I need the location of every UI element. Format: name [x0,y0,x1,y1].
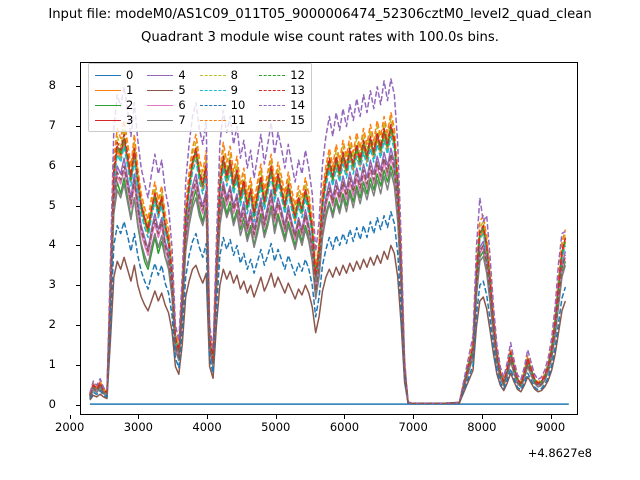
legend-label: 6 [178,98,186,112]
legend-line-swatch [147,89,174,91]
x-tick-mark [550,415,552,419]
series-line-4 [89,147,567,405]
legend-item-1[interactable]: 1 [95,83,133,97]
legend-line-swatch [199,89,226,91]
y-tick-label: 4 [48,237,56,252]
legend-item-6[interactable]: 6 [147,98,186,112]
y-tick-label: 1 [48,357,56,372]
legend-line-swatch [147,104,174,106]
x-tick-mark [481,415,483,419]
series-line-10 [89,210,567,405]
x-tick-mark [344,415,346,419]
legend-item-3[interactable]: 3 [95,113,133,127]
legend-line-swatch [147,119,174,121]
legend-item-7[interactable]: 7 [147,113,186,127]
legend-item-4[interactable]: 4 [147,68,186,82]
y-tick-label: 5 [48,197,56,212]
y-tick-label: 3 [48,277,56,292]
legend-label: 9 [230,83,238,97]
legend-line-swatch [147,74,174,76]
legend-item-9[interactable]: 9 [199,83,246,97]
legend-label: 5 [178,83,186,97]
legend-line-swatch [259,119,286,121]
legend-item-0[interactable]: 0 [95,68,133,82]
plot-lines-svg [89,78,569,405]
legend-line-swatch [95,119,121,121]
legend-item-13[interactable]: 13 [259,83,305,97]
y-tick-mark [76,165,80,167]
x-tick-mark [138,415,140,419]
legend-label: 13 [290,83,305,97]
y-tick-label: 2 [48,317,56,332]
x-tick-mark [207,415,209,419]
legend-item-15[interactable]: 15 [259,113,305,127]
x-tick-mark [275,415,277,419]
y-tick-mark [76,365,80,367]
legend-item-8[interactable]: 8 [199,68,246,82]
legend-line-swatch [95,89,121,91]
y-tick-label: 0 [48,397,56,412]
legend-line-swatch [259,89,286,91]
y-tick-mark [76,325,80,327]
x-tick-label: 3000 [123,420,154,434]
series-line-14 [89,78,566,404]
legend-line-swatch [259,104,286,106]
y-tick-mark [76,205,80,207]
series-line-15 [89,153,567,405]
legend-label: 0 [126,68,134,82]
y-tick-label: 8 [48,77,56,92]
x-tick-mark [413,415,415,419]
legend-item-5[interactable]: 5 [147,83,186,97]
x-tick-label: 5000 [261,420,291,434]
legend-line-swatch [199,74,226,76]
legend-line-swatch [95,104,121,106]
legend-item-14[interactable]: 14 [259,98,305,112]
x-tick-mark [69,415,71,419]
x-tick-label: 8000 [467,420,497,434]
y-tick-label: 6 [48,157,56,172]
legend-label: 14 [290,98,305,112]
legend-label: 4 [178,68,186,82]
legend-label: 12 [290,68,305,82]
legend-line-swatch [95,74,121,76]
legend-label: 7 [178,113,186,127]
y-tick-mark [76,85,80,87]
legend-line-swatch [199,119,226,121]
legend-label: 15 [290,113,305,127]
y-tick-mark [76,285,80,287]
figure-suptitle: Input file: modeM0/AS1C09_011T05_9000006… [48,7,592,22]
x-tick-label: 7000 [398,420,428,434]
legend-label: 11 [230,113,246,127]
series-line-5 [89,244,567,405]
axes-title: Quadrant 3 module wise count rates with … [141,30,499,45]
x-axis-offset-text: +4.8627e8 [527,446,592,460]
x-tick-label: 2000 [55,420,85,434]
y-tick-mark [76,405,80,407]
legend-label: 8 [230,68,238,82]
legend-label: 1 [126,83,134,97]
legend-item-2[interactable]: 2 [95,98,133,112]
y-tick-mark [76,245,80,247]
legend-line-swatch [259,74,286,76]
legend-item-11[interactable]: 11 [199,113,246,127]
plot-legend[interactable]: 0 4 8 12 1 5 9 13 2 6 10 14 3 7 11 15 [88,63,312,132]
y-tick-label: 7 [48,117,56,132]
x-tick-label: 6000 [329,420,360,434]
plot-axes [80,62,578,415]
series-line-13 [89,123,567,405]
x-tick-label: 4000 [192,420,222,434]
legend-line-swatch [199,104,226,106]
legend-label: 10 [230,98,246,112]
legend-item-12[interactable]: 12 [259,68,305,82]
legend-label: 2 [126,98,134,112]
y-tick-mark [76,125,80,127]
legend-item-10[interactable]: 10 [199,98,246,112]
legend-label: 3 [126,113,134,127]
x-tick-label: 9000 [535,420,566,434]
